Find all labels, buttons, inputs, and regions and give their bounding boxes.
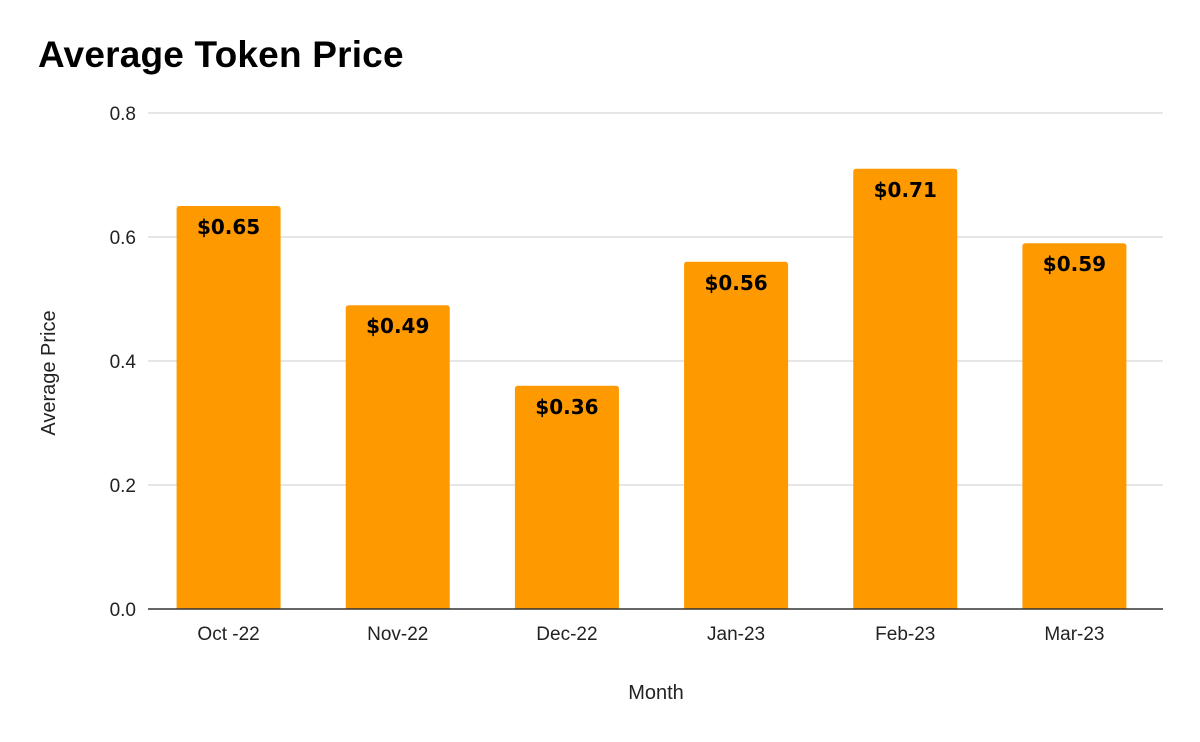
- y-tick-label: 0.0: [110, 600, 136, 621]
- y-tick-label: 0.6: [110, 228, 136, 249]
- bar: [345, 305, 450, 609]
- y-tick-label: 0.4: [110, 352, 137, 373]
- bar: [176, 206, 281, 609]
- data-label: $0.36: [535, 395, 598, 419]
- data-label: $0.49: [366, 314, 429, 338]
- x-tick-label: Nov-22: [367, 624, 428, 645]
- x-tick-label: Oct -22: [197, 624, 259, 645]
- data-label: $0.65: [197, 215, 260, 239]
- chart-title: Average Token Price: [38, 34, 404, 75]
- data-label: $0.59: [1043, 252, 1106, 276]
- data-labels: $0.65 $0.49 $0.36 $0.56 $0.71 $0.59: [197, 178, 1106, 419]
- y-tick-label: 0.8: [110, 104, 136, 125]
- x-tick-label: Jan-23: [707, 624, 765, 645]
- x-tick-label: Mar-23: [1044, 624, 1104, 645]
- x-tick-label: Dec-22: [536, 624, 597, 645]
- bars: [176, 168, 1127, 610]
- gridlines: [148, 112, 1163, 486]
- data-label: $0.71: [874, 178, 937, 202]
- data-label: $0.56: [704, 271, 767, 295]
- y-tick-labels: 0.0 0.2 0.4 0.6 0.8: [110, 104, 137, 621]
- x-tick-label: Feb-23: [875, 624, 935, 645]
- bar: [514, 385, 619, 609]
- x-axis-title: Month: [628, 682, 684, 704]
- y-tick-label: 0.2: [110, 476, 136, 497]
- bar: [1022, 243, 1127, 609]
- bar: [853, 168, 958, 610]
- bar: [684, 261, 789, 609]
- x-tick-labels: Oct -22 Nov-22 Dec-22 Jan-23 Feb-23 Mar-23: [197, 624, 1104, 645]
- y-axis-title: Average Price: [38, 310, 60, 435]
